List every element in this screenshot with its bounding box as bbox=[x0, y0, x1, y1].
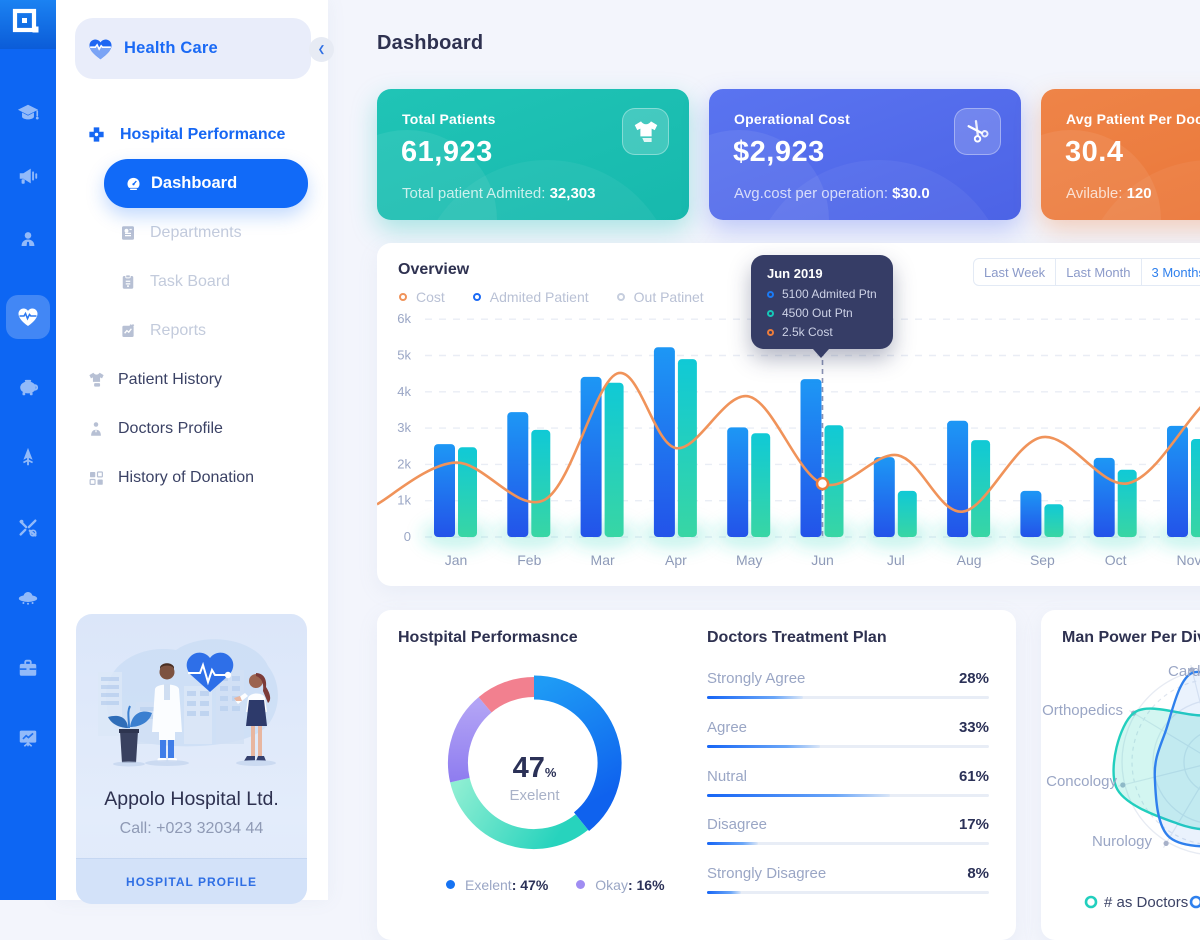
svg-text:May: May bbox=[736, 552, 762, 568]
svg-text:4k: 4k bbox=[397, 384, 411, 399]
svg-text:Cardiology: Cardiology bbox=[1168, 663, 1200, 680]
svg-text:Jul: Jul bbox=[887, 552, 905, 568]
svg-text:1k: 1k bbox=[397, 493, 411, 508]
svg-text:0: 0 bbox=[404, 529, 411, 544]
svg-text:Nov: Nov bbox=[1177, 552, 1200, 568]
svg-text:6k: 6k bbox=[397, 311, 411, 326]
svg-text:# as Doctors: # as Doctors bbox=[1104, 894, 1188, 911]
svg-text:Oct: Oct bbox=[1105, 552, 1127, 568]
svg-text:Orthopedics: Orthopedics bbox=[1042, 702, 1123, 719]
svg-text:Mar: Mar bbox=[591, 552, 615, 568]
svg-text:Sep: Sep bbox=[1030, 552, 1055, 568]
svg-text:Aug: Aug bbox=[957, 552, 982, 568]
svg-text:2k: 2k bbox=[397, 456, 411, 471]
svg-text:5k: 5k bbox=[397, 348, 411, 363]
svg-text:Jan: Jan bbox=[445, 552, 468, 568]
svg-text:Jun: Jun bbox=[811, 552, 834, 568]
svg-text:3k: 3k bbox=[397, 420, 411, 435]
svg-text:Nurology: Nurology bbox=[1092, 833, 1153, 850]
svg-text:Concology: Concology bbox=[1046, 773, 1117, 790]
svg-text:Apr: Apr bbox=[665, 552, 687, 568]
svg-text:Feb: Feb bbox=[517, 552, 541, 568]
